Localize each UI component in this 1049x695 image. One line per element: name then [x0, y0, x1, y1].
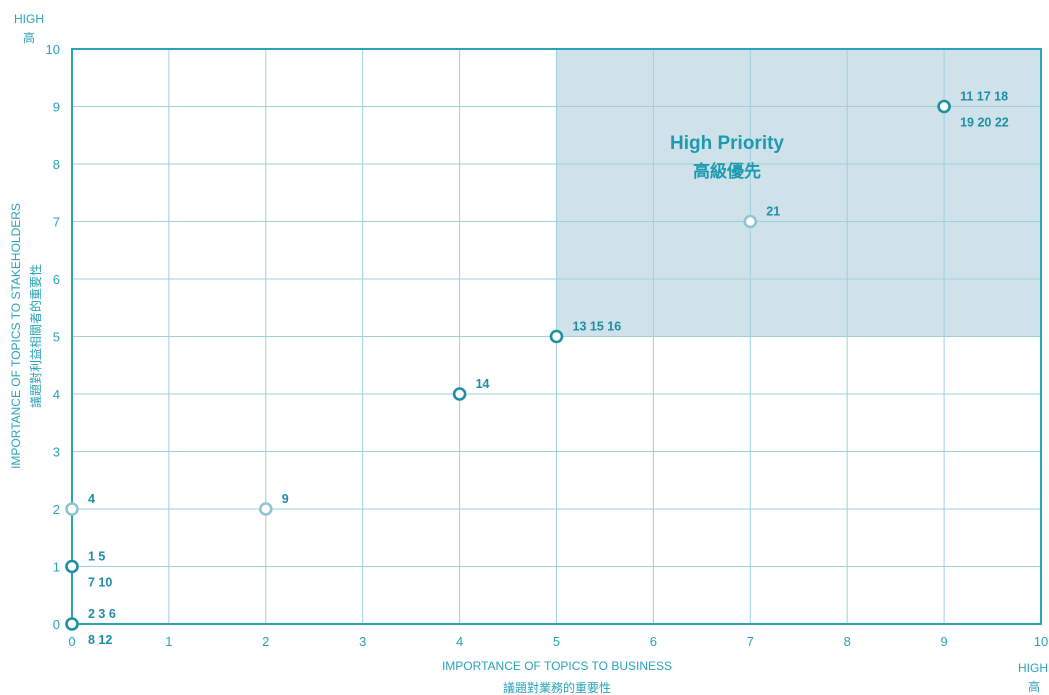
y-high-label-zh: 高	[23, 30, 35, 45]
data-point-marker	[65, 502, 79, 516]
x-high-label-zh: 高	[1028, 679, 1040, 694]
data-point-label: 11 17 18	[960, 90, 1008, 104]
x-tick-label: 6	[650, 634, 657, 649]
data-point-label-line2: 7 10	[88, 576, 112, 590]
y-tick-label: 0	[53, 617, 60, 632]
y-tick-label: 8	[53, 157, 60, 172]
data-point-label: 2 3 6	[88, 607, 116, 621]
data-point-label: 14	[476, 377, 490, 391]
y-axis-label: IMPORTANCE OF TOPICS TO STAKEHOLDERS	[9, 203, 23, 469]
y-tick-label: 5	[53, 330, 60, 345]
y-tick-label: 4	[53, 387, 60, 402]
data-point-marker	[65, 617, 79, 631]
x-tick-label: 0	[68, 634, 75, 649]
x-tick-label: 2	[262, 634, 269, 649]
y-axis-label-zh: 議題對利益相關者的重要性	[28, 264, 43, 408]
x-tick-label: 9	[940, 634, 947, 649]
data-point-marker	[65, 559, 79, 574]
y-tick-label: 1	[53, 560, 60, 575]
y-high-label: HIGH	[14, 12, 44, 26]
plot-frame	[71, 48, 1042, 625]
data-point-label: 21	[766, 205, 780, 219]
y-tick-label: 2	[53, 502, 60, 517]
region-title: High Priority	[670, 133, 784, 154]
x-tick-label: 4	[456, 634, 463, 649]
data-point-marker	[549, 329, 564, 344]
x-tick-label: 8	[844, 634, 851, 649]
region-subtitle: 高級優先	[693, 161, 761, 182]
x-axis-label: IMPORTANCE OF TOPICS TO BUSINESS	[442, 659, 672, 673]
x-tick-label: 1	[165, 634, 172, 649]
x-high-label: HIGH	[1018, 661, 1048, 675]
data-point-marker	[258, 502, 273, 516]
y-tick-label: 3	[53, 445, 60, 460]
data-point-label: 1 5	[88, 550, 105, 564]
data-point-marker	[743, 214, 758, 229]
data-point-marker	[452, 387, 467, 401]
x-tick-label: 7	[747, 634, 754, 649]
x-tick-label: 3	[359, 634, 366, 649]
data-point-label-line2: 8 12	[88, 633, 112, 647]
data-point-marker	[937, 99, 951, 114]
data-point-label: 9	[282, 492, 289, 506]
x-tick-label: 5	[553, 634, 560, 649]
y-tick-label: 9	[53, 100, 60, 115]
data-point-label-line2: 19 20 22	[960, 116, 1009, 130]
high-priority-region	[556, 49, 1041, 337]
y-tick-label: 10	[46, 42, 60, 57]
data-point-label: 13 15 16	[573, 320, 622, 334]
y-tick-label: 7	[53, 215, 60, 230]
x-tick-label: 10	[1034, 634, 1048, 649]
y-tick-label: 6	[53, 272, 60, 287]
x-axis-label-zh: 議題對業務的重要性	[503, 680, 611, 695]
data-point-label: 4	[88, 492, 95, 506]
